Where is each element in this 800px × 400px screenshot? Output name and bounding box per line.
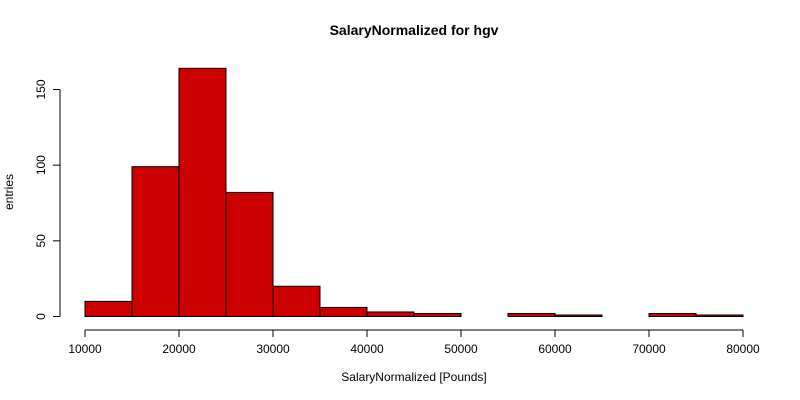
chart-title: SalaryNormalized for hgv [330,22,499,38]
x-tick-label: 30000 [256,342,290,356]
y-tick-label: 100 [34,155,48,175]
histogram-bar [554,314,603,317]
x-tick-label: 60000 [538,342,572,356]
histogram-bar [131,166,180,317]
x-axis-label: SalaryNormalized [Pounds] [341,370,486,384]
histogram-bar [413,312,462,317]
histogram-bar [366,311,415,317]
x-tick-label: 70000 [632,342,666,356]
x-axis: 10000 20000 30000 40000 50000 60000 70000 80000 [68,329,760,356]
histogram-bar [695,314,744,317]
histogram-bar [225,191,274,317]
bars-group [84,67,744,318]
y-tick-label: 150 [34,79,48,99]
x-tick-label: 20000 [162,342,196,356]
histogram-bar [84,300,133,318]
histogram-bar [272,285,321,318]
histogram-bar [507,312,556,317]
histogram-bar [319,306,368,318]
x-tick-label: 80000 [726,342,760,356]
y-tick-label: 0 [34,313,48,320]
y-axis-label: entries [2,174,16,210]
y-axis: 0 50 100 150 [34,79,61,320]
x-tick-label: 10000 [68,342,102,356]
y-tick-label: 50 [34,234,48,248]
histogram-bar [178,67,227,317]
x-tick-label: 50000 [444,342,478,356]
histogram-bar [648,312,697,317]
x-tick-label: 40000 [350,342,384,356]
